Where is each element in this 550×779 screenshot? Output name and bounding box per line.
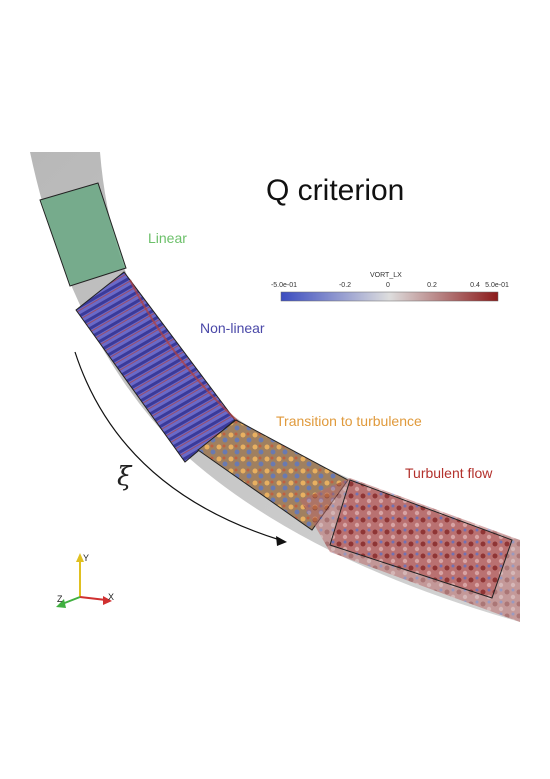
colorbar	[280, 291, 499, 302]
label-nonlinear: Non-linear	[200, 320, 265, 336]
nonlinear-flow-edge	[129, 279, 246, 429]
x-axis-arrow	[79, 596, 107, 601]
linear-region-box	[39, 182, 127, 287]
nonlinear-region-box	[75, 271, 236, 463]
colorbar-tick: 5.0e-01	[485, 282, 509, 289]
colorbar-tick: 0.4	[470, 282, 480, 289]
flow-direction-arrow	[74, 351, 281, 541]
label-linear: Linear	[148, 230, 187, 246]
colorbar-tick: 0	[386, 282, 390, 289]
xi-symbol: ξ	[117, 462, 132, 492]
axis-label-y: Y	[83, 553, 90, 563]
z-axis-arrow	[61, 596, 81, 605]
turbulent-region-box	[329, 479, 513, 599]
colorbar-tick: -5.0e-01	[270, 282, 298, 289]
axis-label-x: X	[108, 592, 115, 602]
arrowhead-icon	[276, 536, 287, 546]
z-arrowhead-icon	[56, 599, 66, 608]
colorbar-tick: -0.2	[338, 282, 352, 289]
label-transition: Transition to turbulence	[276, 413, 422, 429]
x-arrowhead-icon	[103, 596, 112, 605]
figure-title: Q criterion	[266, 174, 405, 207]
colorbar-tick: 0.2	[427, 282, 437, 289]
y-arrowhead-icon	[76, 553, 84, 562]
axis-label-z: Z	[57, 594, 63, 604]
colorbar-title: VORT_LX	[370, 272, 402, 279]
label-turbulent: Turbulent flow	[405, 465, 493, 481]
